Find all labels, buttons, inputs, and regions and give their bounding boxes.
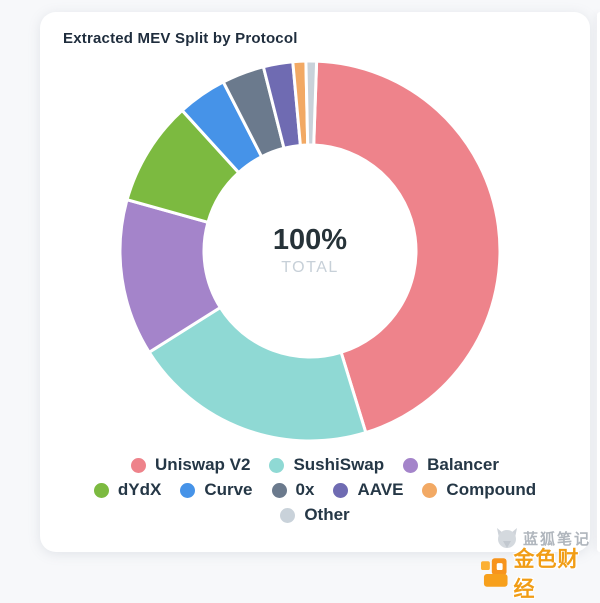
chart-card: Extracted MEV Split by Protocol 100% TOT…	[40, 12, 590, 552]
donut-slice-uniswap-v2[interactable]	[312, 59, 502, 435]
legend-label-0x: 0x	[295, 480, 315, 499]
legend-label-aave: AAVE	[357, 480, 404, 499]
legend-label-compound: Compound	[446, 480, 537, 499]
legend-item-other[interactable]: Other	[280, 505, 350, 525]
legend-dot-0x	[271, 482, 287, 498]
donut-chart	[118, 59, 502, 443]
legend-label-balancer: Balancer	[427, 455, 499, 474]
legend-row: Other	[280, 505, 350, 525]
legend-item-curve[interactable]: Curve	[180, 480, 253, 500]
legend-row: dYdX Curve 0x AAVE Compound	[93, 480, 536, 500]
legend-item-balancer[interactable]: Balancer	[403, 455, 499, 475]
legend-item-aave[interactable]: AAVE	[333, 480, 403, 500]
legend-item-0x[interactable]: 0x	[271, 480, 315, 500]
watermark-bluefox-text: 蓝狐笔记	[523, 530, 592, 548]
legend-label-dydx: dYdX	[117, 480, 162, 499]
legend-item-uniswap-v2[interactable]: Uniswap V2	[131, 455, 250, 475]
legend-dot-aave	[333, 482, 349, 498]
adjacent-card-edge	[597, 12, 600, 552]
fox-logo-icon	[497, 528, 517, 548]
legend-label-other: Other	[304, 505, 350, 524]
legend-dot-compound	[422, 482, 438, 498]
watermark-bluefox: 蓝狐笔记	[494, 527, 591, 549]
legend-item-compound[interactable]: Compound	[422, 480, 536, 500]
donut-slice-sushiswap[interactable]	[147, 305, 368, 443]
donut-chart-area: 100% TOTAL	[40, 57, 590, 447]
legend-label-uniswap-v2: Uniswap V2	[155, 455, 251, 474]
legend-row: Uniswap V2 SushiSwap Balancer	[131, 455, 499, 475]
page: { "page": { "background_color": "#f7f8fa…	[40, 12, 600, 601]
donut-slice-other[interactable]	[304, 59, 319, 147]
legend-label-sushiswap: SushiSwap	[293, 455, 385, 474]
chart-legend: Uniswap V2 SushiSwap Balancer dYdX Curve 0x AA…	[40, 455, 590, 525]
legend-item-dydx[interactable]: dYdX	[93, 480, 162, 500]
legend-dot-other	[280, 507, 296, 523]
legend-dot-balancer	[403, 457, 419, 473]
jinse-logo-icon	[481, 558, 508, 587]
legend-dot-curve	[180, 482, 196, 498]
watermark-jinse-text: 金色财经	[513, 548, 580, 601]
legend-item-sushiswap[interactable]: SushiSwap	[269, 455, 384, 475]
watermark-jinse: 金色财经	[481, 543, 600, 603]
legend-dot-uniswap-v2	[131, 457, 147, 473]
chart-title: Extracted MEV Split by Protocol	[63, 30, 298, 47]
legend-label-curve: Curve	[204, 480, 253, 499]
legend-dot-sushiswap	[269, 457, 285, 473]
legend-dot-dydx	[93, 482, 109, 498]
